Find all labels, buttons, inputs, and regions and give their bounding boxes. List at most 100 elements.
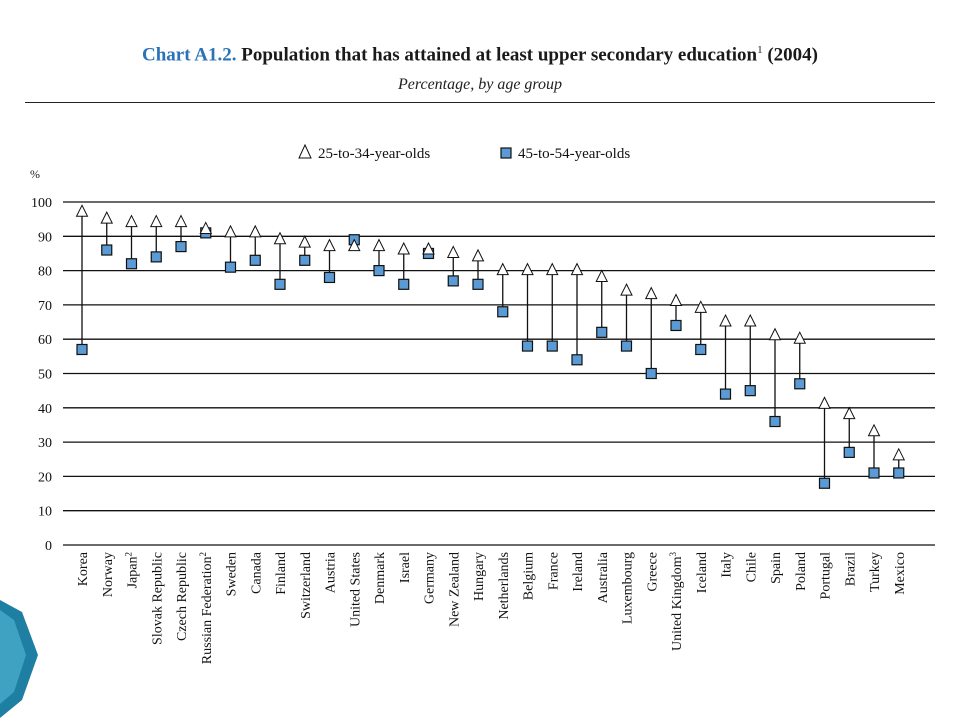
marker-25-34-chile [743, 313, 757, 327]
x-tick-label: Poland [794, 552, 809, 591]
x-tick-label: Denmark [373, 552, 388, 604]
marker-25-34-norway [100, 211, 114, 224]
x-tick-footnote-mark: 3 [668, 552, 678, 557]
x-tick-label: Norway [101, 552, 116, 597]
x-tick-label: United Kingdom3 [668, 552, 685, 652]
marker-25-34-iceland [694, 300, 708, 313]
marker-25-34-spain [768, 327, 782, 341]
marker-25-34-canada [248, 224, 262, 238]
marker-25-34-hungary [471, 248, 485, 262]
x-tick-label: Russian Federation2 [198, 552, 215, 664]
marker-25-34-sweden [224, 224, 237, 238]
x-tick-label: Turkey [868, 552, 883, 592]
marker-25-34-czech-republic [174, 214, 188, 228]
marker-25-34-france [545, 262, 559, 276]
marker-45-54-spain [769, 415, 781, 428]
y-axis-label: % [30, 167, 40, 181]
x-tick-label: France [546, 552, 561, 590]
x-tick-footnote-mark: 2 [198, 552, 208, 557]
x-tick-label: Chile [744, 552, 759, 582]
slide-decoration [0, 600, 38, 718]
y-tick-label: 70 [38, 299, 52, 314]
marker-25-34-luxembourg [620, 283, 633, 296]
marker-45-54-new-zealand [447, 275, 459, 287]
legend-triangle-icon [298, 143, 312, 159]
marker-45-54-luxembourg [620, 340, 633, 352]
y-tick-label: 0 [45, 539, 52, 554]
marker-45-54-netherlands [497, 306, 509, 318]
marker-25-34-ireland [570, 262, 584, 276]
x-tick-label: Korea [76, 551, 91, 586]
marker-45-54-belgium [521, 340, 534, 352]
x-tick-label: Italy [720, 552, 735, 578]
marker-25-34-netherlands [496, 262, 510, 276]
marker-45-54-austria [323, 271, 336, 284]
connector-lines [81, 212, 900, 484]
marker-45-54-switzerland [299, 254, 311, 266]
x-tick-label: Portugal [819, 552, 834, 600]
y-tick-label: 40 [38, 402, 52, 417]
marker-25-34-finland [273, 231, 287, 245]
marker-25-34-austria [323, 238, 336, 252]
marker-45-54-norway [101, 244, 113, 256]
y-tick-label: 60 [38, 333, 52, 348]
y-tick-label: 90 [38, 230, 52, 245]
chart-title-year: (2004) [767, 44, 818, 66]
x-axis-labels: Korea Norway Japan2 Slovak Republic Czech Re… [76, 551, 908, 664]
x-tick-label: Netherlands [497, 552, 512, 620]
marker-45-54-italy [719, 388, 732, 400]
legend-label-45-54: 45-to-54-year-olds [518, 146, 630, 162]
marker-25-34-portugal [818, 396, 831, 409]
marker-25-34-germany [422, 241, 435, 255]
x-tick-label: Canada [249, 551, 264, 594]
marker-25-34-belgium [521, 262, 534, 276]
marker-45-54-korea [76, 343, 88, 356]
marker-25-34-slovak-republic [149, 214, 163, 228]
marker-25-34-australia [595, 269, 609, 282]
marker-25-34-united-kingdom [669, 293, 683, 306]
x-tick-label: Japan2 [124, 552, 141, 588]
y-tick-label: 10 [38, 505, 52, 520]
marker-45-54-iceland [695, 343, 707, 356]
marker-45-54-turkey [868, 467, 880, 479]
x-tick-label: Slovak Republic [150, 552, 165, 645]
marker-45-54-slovak-republic [150, 251, 162, 263]
marker-45-54-mexico [893, 467, 905, 479]
marker-25-34-greece [644, 286, 658, 300]
marker-45-54-portugal [818, 477, 831, 489]
x-tick-label: Finland [274, 552, 289, 595]
x-tick-label: Brazil [843, 552, 858, 586]
x-tick-label: Sweden [225, 552, 240, 596]
chart-title: Chart A1.2. Population that has attained… [0, 44, 960, 66]
marker-45-54-finland [274, 278, 286, 290]
marker-45-54-australia [596, 326, 608, 338]
marker-25-34-turkey [867, 423, 881, 437]
title-footnote-mark: 1 [757, 44, 763, 56]
marker-25-34-denmark [372, 238, 386, 252]
marker-25-34-poland [793, 331, 807, 344]
x-tick-label: Mexico [893, 552, 908, 595]
x-tick-label: Iceland [695, 552, 710, 593]
x-tick-label: Czech Republic [175, 552, 190, 641]
x-tick-label: Australia [596, 551, 611, 603]
marker-25-34-switzerland [298, 235, 312, 248]
x-tick-label: Belgium [522, 552, 537, 600]
x-tick-label: Spain [769, 552, 784, 584]
x-tick-label: Greece [645, 552, 660, 592]
x-tick-label: Germany [423, 552, 438, 604]
marker-45-54-denmark [373, 265, 385, 277]
marker-45-54-greece [645, 367, 657, 380]
marker-45-54-brazil [843, 446, 855, 458]
y-tick-label: 30 [38, 436, 52, 451]
x-tick-label: Austria [324, 551, 339, 593]
x-tick-label: New Zealand [447, 552, 462, 627]
y-tick-label: 20 [38, 470, 52, 485]
marker-25-34-united-states [347, 238, 361, 252]
x-tick-label: Luxembourg [621, 552, 636, 624]
legend: 25-to-34-year-olds 45-to-54-year-olds [298, 143, 630, 162]
data-markers [75, 204, 906, 489]
chart-title-text: Population that has attained at least up… [241, 44, 758, 66]
legend-label-25-34: 25-to-34-year-olds [318, 146, 430, 162]
marker-45-54-canada [249, 254, 261, 266]
